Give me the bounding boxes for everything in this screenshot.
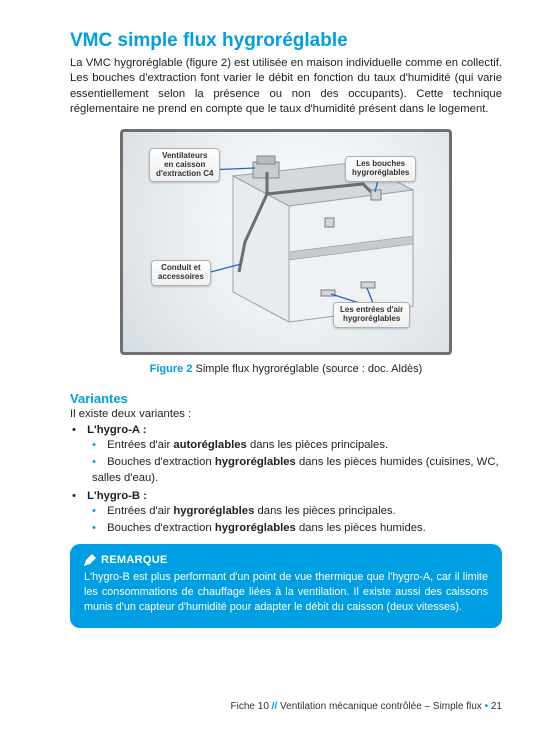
- variant-label: L'hygro-B :: [87, 490, 147, 502]
- note-title: REMARQUE: [84, 554, 488, 566]
- callout-text: hygroréglables: [352, 168, 409, 177]
- callout-text: hygroréglables: [343, 314, 400, 323]
- note-title-text: REMARQUE: [101, 554, 168, 566]
- variant-sublist: Entrées d'air hygroréglables dans les pi…: [72, 504, 502, 537]
- callout-entrees: Les entrées d'air hygroréglables: [333, 302, 410, 328]
- footer-separator: //: [272, 701, 280, 712]
- figure-caption-text: Simple flux hygroréglable (source : doc.…: [192, 363, 422, 375]
- callout-text: Les entrées d'air: [340, 305, 403, 314]
- page-title: VMC simple flux hygroréglable: [70, 30, 502, 52]
- note-body: L'hygro-B est plus performant d'un point…: [84, 570, 488, 615]
- callout-text: en caisson: [164, 160, 205, 169]
- page-footer: Fiche 10 // Ventilation mécanique contrô…: [231, 701, 502, 712]
- footer-fiche: Fiche 10: [231, 701, 269, 712]
- callout-text: accessoires: [158, 272, 204, 281]
- callout-text: Ventilateurs: [162, 151, 207, 160]
- variant-sublist: Entrées d'air autoréglables dans les piè…: [72, 438, 502, 486]
- callout-ventilateurs: Ventilateurs en caisson d'extraction C4: [149, 148, 220, 182]
- variants-intro: Il existe deux variantes :: [70, 408, 502, 420]
- figure-label: Figure 2: [150, 363, 193, 375]
- variant-bullet: Bouches d'extraction hygroréglables dans…: [92, 521, 502, 536]
- variant-label: L'hygro-A :: [87, 424, 146, 436]
- figure-frame: Ventilateurs en caisson d'extraction C4 …: [120, 129, 452, 355]
- intro-paragraph: La VMC hygroréglable (figure 2) est util…: [70, 56, 502, 117]
- variant-item: L'hygro-B : Entrées d'air hygroréglables…: [72, 490, 502, 537]
- variants-list: L'hygro-A : Entrées d'air autoréglables …: [70, 424, 502, 536]
- figure-caption: Figure 2 Simple flux hygroréglable (sour…: [70, 363, 502, 375]
- callout-bouches: Les bouches hygroréglables: [345, 156, 416, 182]
- variant-bullet: Bouches d'extraction hygroréglables dans…: [92, 455, 502, 486]
- variants-heading: Variantes: [70, 391, 502, 406]
- pencil-icon: [84, 554, 96, 566]
- callout-text: Conduit et: [161, 263, 201, 272]
- page: VMC simple flux hygroréglable La VMC hyg…: [0, 0, 550, 732]
- variant-bullet: Entrées d'air autoréglables dans les piè…: [92, 438, 502, 453]
- callout-text: d'extraction C4: [156, 169, 213, 178]
- callout-conduit: Conduit et accessoires: [151, 260, 211, 286]
- note-box: REMARQUE L'hygro-B est plus performant d…: [70, 544, 502, 627]
- callout-text: Les bouches: [356, 159, 405, 168]
- footer-title: Ventilation mécanique contrôlée – Simple…: [280, 701, 482, 712]
- variant-item: L'hygro-A : Entrées d'air autoréglables …: [72, 424, 502, 486]
- variant-bullet: Entrées d'air hygroréglables dans les pi…: [92, 504, 502, 519]
- footer-page: 21: [491, 701, 502, 712]
